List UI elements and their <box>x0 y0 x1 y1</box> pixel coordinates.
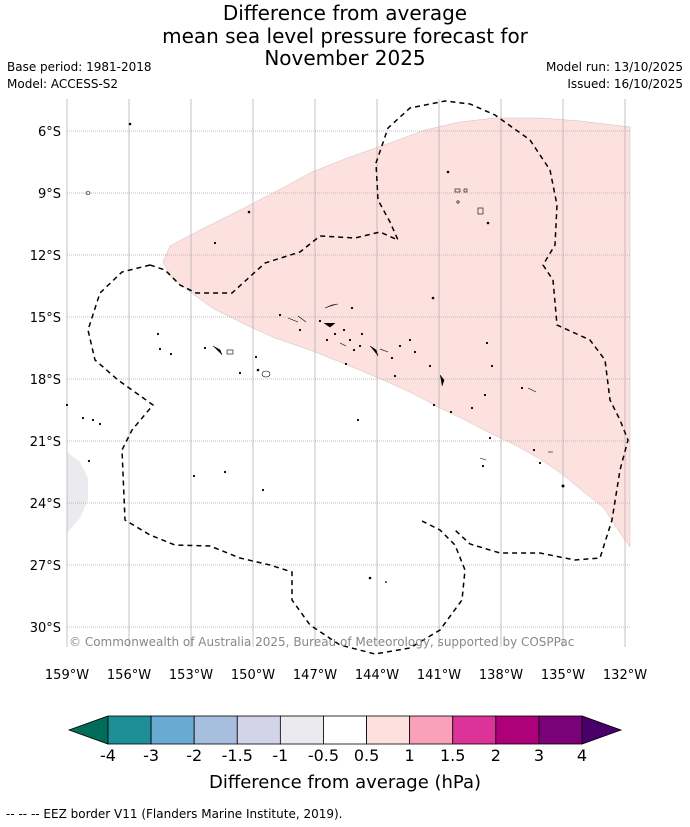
colorbar-cell <box>409 715 454 745</box>
colorbar-tick-label: 3 <box>534 746 544 765</box>
eez-border-pitcairn-link <box>149 100 629 561</box>
issued-date: Issued: 16/10/2025 <box>567 77 683 91</box>
colorbar-tick-label: -1 <box>272 746 288 765</box>
lat-label: 21°S <box>30 435 61 450</box>
lon-label: 135°W <box>541 668 585 683</box>
colorbar-tick-label: 1.5 <box>440 746 465 765</box>
colorbar-cell <box>193 715 238 745</box>
grid <box>66 99 630 647</box>
colorbar-cell <box>538 715 583 745</box>
colorbar-under-arrow <box>67 715 109 745</box>
colorbar-tick-label: -0.5 <box>308 746 339 765</box>
colorbar-tick-label: 4 <box>577 746 587 765</box>
colorbar-cell <box>323 715 367 745</box>
colorbar-tick-label: -1.5 <box>222 746 253 765</box>
colorbar-cell <box>495 715 540 745</box>
base-period: Base period: 1981-2018 <box>7 60 152 74</box>
lon-label: 141°W <box>417 668 461 683</box>
colorbar-tick-label: 0.5 <box>354 746 379 765</box>
islands <box>65 122 565 583</box>
colorbar-tick-label: -3 <box>143 746 159 765</box>
anomaly-region-negative <box>67 452 88 533</box>
title-line-2: mean sea level pressure forecast for <box>162 23 528 48</box>
eez-footnote: -- -- -- EEZ border V11 (Flanders Marine… <box>6 807 343 821</box>
lat-label: 9°S <box>38 187 61 202</box>
lon-label: 144°W <box>355 668 399 683</box>
lat-label: 12°S <box>30 249 61 264</box>
title-line-3: November 2025 <box>264 46 426 70</box>
lat-label: 18°S <box>30 373 61 388</box>
lon-label: 132°W <box>603 668 647 683</box>
colorbar-cell <box>452 715 497 745</box>
lon-label: 156°W <box>107 668 151 683</box>
meta-right: Model run: 13/10/2025 Issued: 16/10/2025 <box>546 59 683 93</box>
colorbar-cell <box>279 715 324 745</box>
map-panel: © Commonwealth of Australia 2025, Bureau… <box>65 99 631 655</box>
colorbar-cell <box>107 715 152 745</box>
colorbar-label: Difference from average (hPa) <box>209 772 481 793</box>
colorbar-over-arrow <box>581 715 623 745</box>
lat-label: 27°S <box>30 559 61 574</box>
model-name: Model: ACCESS-S2 <box>7 77 119 91</box>
colorbar-tick-label: 2 <box>491 746 501 765</box>
lon-axis-labels: 159°W 156°W 153°W 150°W 147°W 144°W 141°… <box>45 668 647 683</box>
colorbar: -4 -3 -2 -1.5 -1 -0.5 0.5 1 1.5 2 3 4 Difference fr… <box>67 715 623 793</box>
lat-label: 6°S <box>38 125 61 140</box>
colorbar-tick-label: 1 <box>405 746 415 765</box>
lon-label: 159°W <box>45 668 89 683</box>
colorbar-tick-label: -4 <box>100 746 116 765</box>
colorbar-tick-label: -2 <box>186 746 202 765</box>
lon-label: 150°W <box>231 668 275 683</box>
lat-label: 15°S <box>30 311 61 326</box>
colorbar-cell <box>150 715 195 745</box>
eez-borders <box>87 100 629 655</box>
lat-axis-labels: 6°S 9°S 12°S 15°S 18°S 21°S 24°S 27°S 30… <box>30 125 61 636</box>
map-title: Difference from average mean sea level p… <box>0 2 690 70</box>
model-run: Model run: 13/10/2025 <box>545 60 683 74</box>
copyright-notice: © Commonwealth of Australia 2025, Bureau… <box>69 635 574 649</box>
lat-label: 24°S <box>30 497 61 512</box>
meta-left: Base period: 1981-2018 Model: ACCESS-S2 <box>7 59 152 93</box>
colorbar-cell <box>366 715 411 745</box>
lon-label: 153°W <box>169 668 213 683</box>
lon-label: 147°W <box>293 668 337 683</box>
anomaly-region-positive <box>162 117 631 548</box>
lon-label: 138°W <box>479 668 523 683</box>
lat-label: 30°S <box>30 621 61 636</box>
title-line-1: Difference from average <box>222 1 468 25</box>
colorbar-cell <box>236 715 281 745</box>
eez-border-french-polynesia <box>87 264 466 655</box>
